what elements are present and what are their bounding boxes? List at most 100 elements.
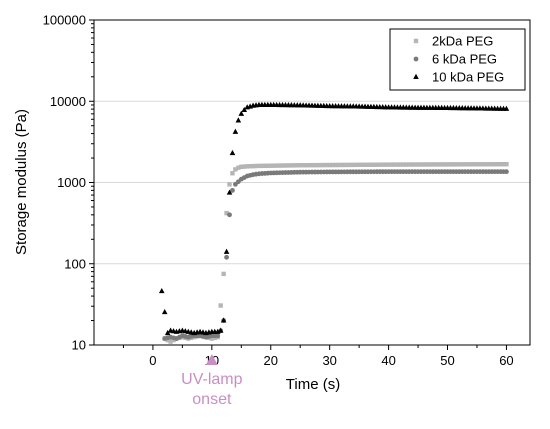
data-point xyxy=(247,164,253,169)
data-point xyxy=(274,163,279,168)
data-point xyxy=(321,162,326,168)
x-tick-label: 20 xyxy=(264,353,278,368)
x-tick-label: 0 xyxy=(149,353,156,368)
data-point xyxy=(268,163,273,168)
data-point xyxy=(298,163,303,168)
data-point xyxy=(368,162,374,167)
data-point xyxy=(409,162,415,167)
data-point xyxy=(227,212,232,218)
data-point xyxy=(353,162,359,168)
data-point xyxy=(486,162,491,167)
uv-lamp-annotation: UV-lamp onset xyxy=(181,354,243,408)
series-3 xyxy=(158,101,510,336)
data-point xyxy=(427,162,433,167)
y-axis-title: Storage modulus (Pa) xyxy=(13,109,30,255)
data-point xyxy=(232,128,239,134)
data-point xyxy=(262,163,268,169)
data-point xyxy=(356,162,362,168)
data-marks xyxy=(158,101,510,344)
x-tick-label: 30 xyxy=(322,353,336,368)
data-point xyxy=(324,162,329,168)
data-point xyxy=(389,162,394,167)
data-point xyxy=(457,162,462,167)
data-point xyxy=(333,162,338,168)
data-point xyxy=(330,162,335,168)
data-point xyxy=(295,163,300,168)
data-point xyxy=(312,162,318,168)
data-point xyxy=(471,162,477,167)
data-point xyxy=(442,162,447,167)
data-point xyxy=(220,317,227,323)
data-point xyxy=(233,167,238,172)
data-point xyxy=(492,162,497,167)
data-point xyxy=(226,189,233,195)
data-point xyxy=(474,162,480,167)
grid-lines xyxy=(94,100,530,265)
data-point xyxy=(468,162,474,167)
data-point xyxy=(439,162,444,167)
data-point xyxy=(460,162,465,167)
data-point xyxy=(480,162,486,167)
data-point xyxy=(359,162,365,168)
data-point xyxy=(398,162,403,167)
data-point xyxy=(415,162,421,167)
data-point xyxy=(348,162,353,168)
data-point xyxy=(462,162,468,167)
data-point xyxy=(230,187,235,193)
data-point xyxy=(345,162,350,168)
data-point xyxy=(430,162,435,167)
data-point xyxy=(377,162,382,167)
data-point xyxy=(351,162,356,168)
series-2 xyxy=(162,169,509,341)
legend-marker xyxy=(413,56,419,62)
data-point xyxy=(401,162,406,167)
data-point xyxy=(404,162,409,167)
data-point xyxy=(318,162,324,168)
data-point xyxy=(342,162,347,168)
data-point xyxy=(392,162,397,167)
legend-frame xyxy=(389,28,526,91)
data-point xyxy=(168,339,173,344)
x-axis-ticks: 0102030405060 xyxy=(122,345,514,368)
data-point xyxy=(451,162,456,167)
data-point xyxy=(421,162,427,167)
data-point xyxy=(230,171,235,176)
data-point xyxy=(424,162,430,167)
legend-marker xyxy=(413,73,419,79)
data-point xyxy=(412,162,418,167)
data-point xyxy=(371,162,377,167)
data-point xyxy=(259,163,265,169)
legend-label: 6 kDa PEG xyxy=(432,52,497,67)
data-point xyxy=(503,105,510,111)
uv-lamp-label-line1: UV-lamp xyxy=(181,371,242,388)
y-axis-ticks: 10 100 1000 10000 100000 xyxy=(43,13,94,353)
data-point xyxy=(374,162,380,167)
data-point xyxy=(504,161,509,167)
data-point xyxy=(489,162,494,167)
x-tick-label: 60 xyxy=(499,353,513,368)
data-point xyxy=(242,164,247,169)
data-point xyxy=(504,169,509,175)
data-point xyxy=(498,162,503,167)
data-point xyxy=(265,163,271,168)
y-tick-label: 100000 xyxy=(43,13,86,28)
data-point xyxy=(218,303,223,308)
data-point xyxy=(418,162,424,167)
data-point xyxy=(362,162,368,167)
data-point xyxy=(436,162,441,167)
data-point xyxy=(365,162,371,167)
data-point xyxy=(215,333,221,339)
series-1 xyxy=(162,161,509,344)
y-tick-label: 100 xyxy=(64,256,86,271)
data-point xyxy=(395,162,400,167)
data-point xyxy=(244,164,250,169)
data-point xyxy=(336,162,341,168)
data-point xyxy=(250,163,256,169)
legend-label: 2kDa PEG xyxy=(432,34,493,49)
legend-label: 10 kDa PEG xyxy=(432,70,504,85)
data-point xyxy=(158,287,165,294)
data-point xyxy=(227,182,232,187)
data-point xyxy=(309,162,315,168)
data-point xyxy=(217,327,224,333)
